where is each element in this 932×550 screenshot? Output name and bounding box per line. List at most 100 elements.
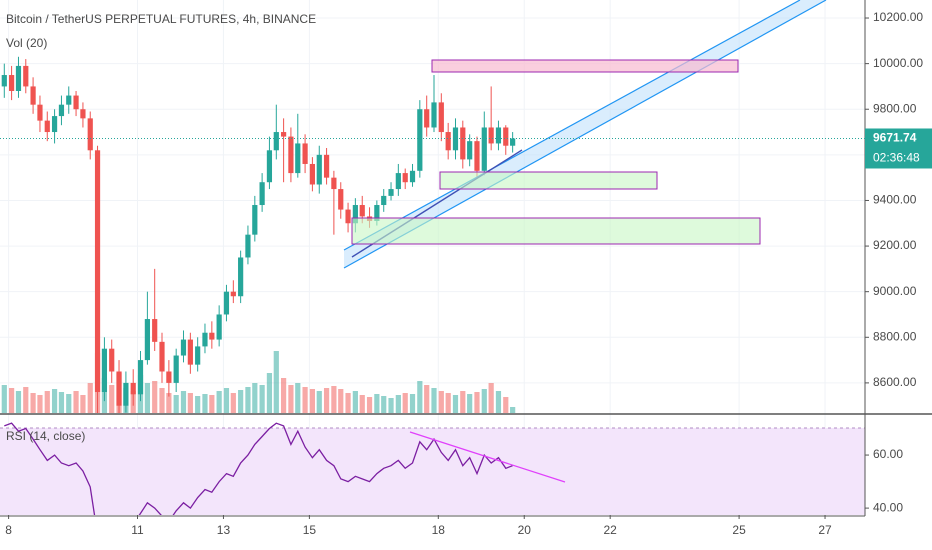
x-tick-label: 27 — [818, 523, 832, 537]
candle-body — [273, 132, 279, 151]
last-price-box — [865, 128, 932, 169]
candle-body — [345, 209, 351, 224]
volume-bar — [288, 385, 294, 413]
volume-bar — [144, 383, 150, 413]
candle-body — [438, 102, 444, 133]
candle-body — [452, 127, 459, 151]
volume-bar — [359, 395, 365, 413]
x-tick-label: 13 — [217, 523, 231, 537]
candle-body — [9, 75, 15, 91]
volume-bar — [37, 395, 43, 413]
volume-bar — [281, 378, 287, 413]
candle-body — [58, 104, 65, 117]
candle-body — [288, 136, 294, 174]
volume-bar — [452, 395, 459, 413]
volume-bar — [481, 389, 487, 413]
drawings — [343, 0, 827, 269]
x-tick-label: 22 — [604, 523, 618, 537]
channel-upper — [343, 0, 801, 251]
candle-body — [510, 138, 516, 146]
volume-bar — [173, 395, 179, 413]
volume-label: Vol (20) — [6, 36, 47, 50]
candle-body — [15, 65, 22, 91]
volume-bar — [295, 383, 301, 413]
volume-bar — [73, 391, 79, 413]
candle-body — [173, 355, 179, 383]
chart-title: Bitcoin / TetherUS PERPETUAL FUTURES, 4h… — [6, 12, 316, 26]
candle-body — [94, 150, 101, 393]
volume-bar — [51, 389, 58, 413]
volume — [1, 351, 516, 413]
volume-bar — [15, 391, 22, 413]
x-tick-label: 20 — [518, 523, 532, 537]
candle-body — [195, 346, 201, 365]
volume-bar — [245, 387, 251, 413]
volume-bar — [109, 385, 115, 413]
volume-bar — [202, 394, 208, 413]
candle-body — [30, 86, 36, 105]
volume-bar — [331, 386, 337, 413]
candles — [1, 56, 516, 413]
last-price-label: 9671.74 — [873, 131, 917, 145]
support-box — [439, 171, 658, 190]
volume-bar — [1, 385, 7, 413]
volume-bar — [467, 394, 473, 413]
candle-body — [302, 143, 308, 164]
volume-bar — [352, 391, 358, 413]
candle-body — [245, 234, 251, 258]
candle-body — [101, 348, 108, 393]
volume-bar — [417, 381, 423, 413]
candle-body — [331, 177, 337, 190]
candle-body — [374, 205, 380, 221]
candle-body — [180, 339, 187, 356]
x-tick-label: 18 — [432, 523, 446, 537]
x-tick-label: 25 — [732, 523, 746, 537]
volume-bar — [395, 395, 401, 413]
candle-body — [424, 109, 430, 128]
support-box — [351, 217, 761, 245]
candle-body — [202, 332, 208, 347]
candle-body — [137, 360, 144, 395]
volume-bar — [216, 391, 222, 413]
volume-bar — [460, 391, 466, 413]
rsi-y-tick-label: 60.00 — [873, 447, 903, 461]
rsi-label: RSI (14, close) — [6, 429, 85, 443]
candle-body — [388, 189, 394, 196]
volume-bar — [44, 391, 50, 413]
volume-bar — [402, 393, 408, 413]
candle-body — [130, 382, 136, 395]
candle-body — [51, 116, 58, 133]
volume-bar — [187, 393, 193, 413]
volume-bar — [445, 393, 451, 413]
candle-body — [323, 154, 330, 178]
candle-body — [488, 127, 494, 144]
y-tick-label: 8800.00 — [873, 329, 917, 343]
candle-body — [159, 341, 165, 372]
volume-bar — [316, 391, 322, 413]
volume-bar — [495, 391, 502, 413]
candle-body — [23, 65, 29, 87]
volume-bar — [488, 383, 494, 413]
x-tick-label: 8 — [5, 523, 12, 537]
candle-body — [266, 150, 273, 183]
candle-body — [116, 371, 122, 406]
volume-bar — [338, 389, 344, 413]
y-tick-label: 9800.00 — [873, 101, 917, 115]
volume-bar — [9, 388, 15, 413]
volume-bar — [323, 388, 330, 413]
volume-bar — [230, 393, 236, 413]
volume-bar — [510, 407, 516, 413]
volume-bar — [58, 392, 65, 413]
candle-body — [66, 95, 72, 105]
volume-bar — [30, 393, 36, 413]
candle-body — [395, 173, 401, 190]
candle-body — [216, 314, 222, 340]
volume-bar — [431, 388, 437, 413]
volume-bar — [266, 373, 273, 413]
candle-body — [152, 319, 158, 342]
candle-body — [37, 104, 43, 121]
rsi-y-tick-label: 40.00 — [873, 500, 903, 514]
volume-bar — [345, 393, 351, 413]
volume-bar — [366, 397, 373, 413]
